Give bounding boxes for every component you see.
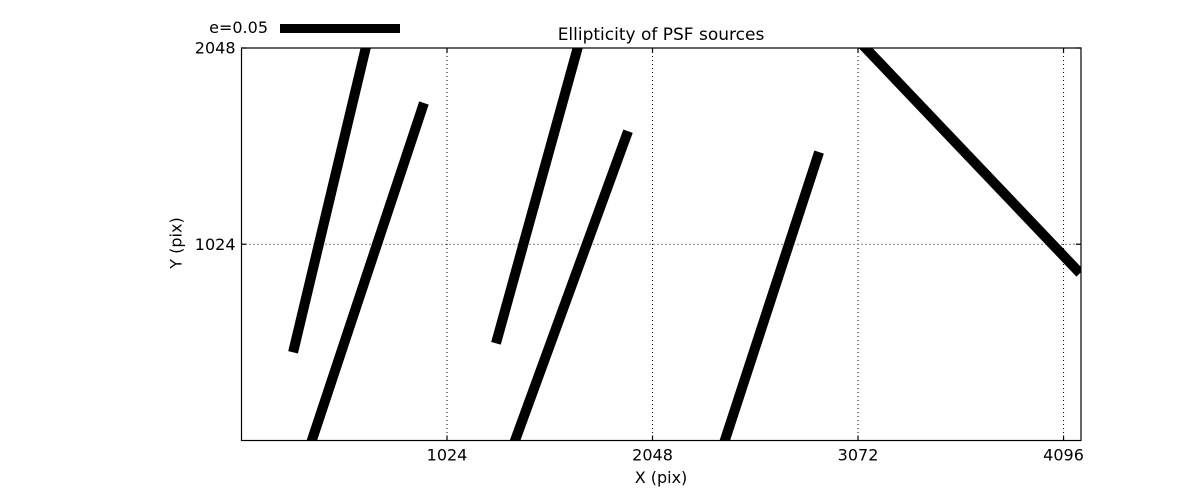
x-tick-label: 1024 <box>427 446 468 465</box>
whisker-group <box>288 48 1081 441</box>
y-tick-label: 2048 <box>195 39 236 58</box>
whisker-segment <box>306 101 429 441</box>
y-tick-label: 1024 <box>195 235 236 254</box>
axes-frame <box>240 47 1082 442</box>
whisker-segment <box>288 48 371 354</box>
legend-sample-line <box>280 24 400 33</box>
x-tick-label: 3072 <box>838 446 879 465</box>
x-axis-label: X (pix) <box>634 468 688 487</box>
whisker-segment <box>491 48 583 345</box>
x-tick-label: 4096 <box>1043 446 1084 465</box>
x-tick-label: 2048 <box>632 446 673 465</box>
whisker-segment <box>858 48 1081 277</box>
whisker-segment <box>509 129 633 441</box>
whisker-segment <box>719 150 824 441</box>
chart-title: Ellipticity of PSF sources <box>557 25 765 45</box>
legend-label: e=0.05 <box>209 18 268 37</box>
